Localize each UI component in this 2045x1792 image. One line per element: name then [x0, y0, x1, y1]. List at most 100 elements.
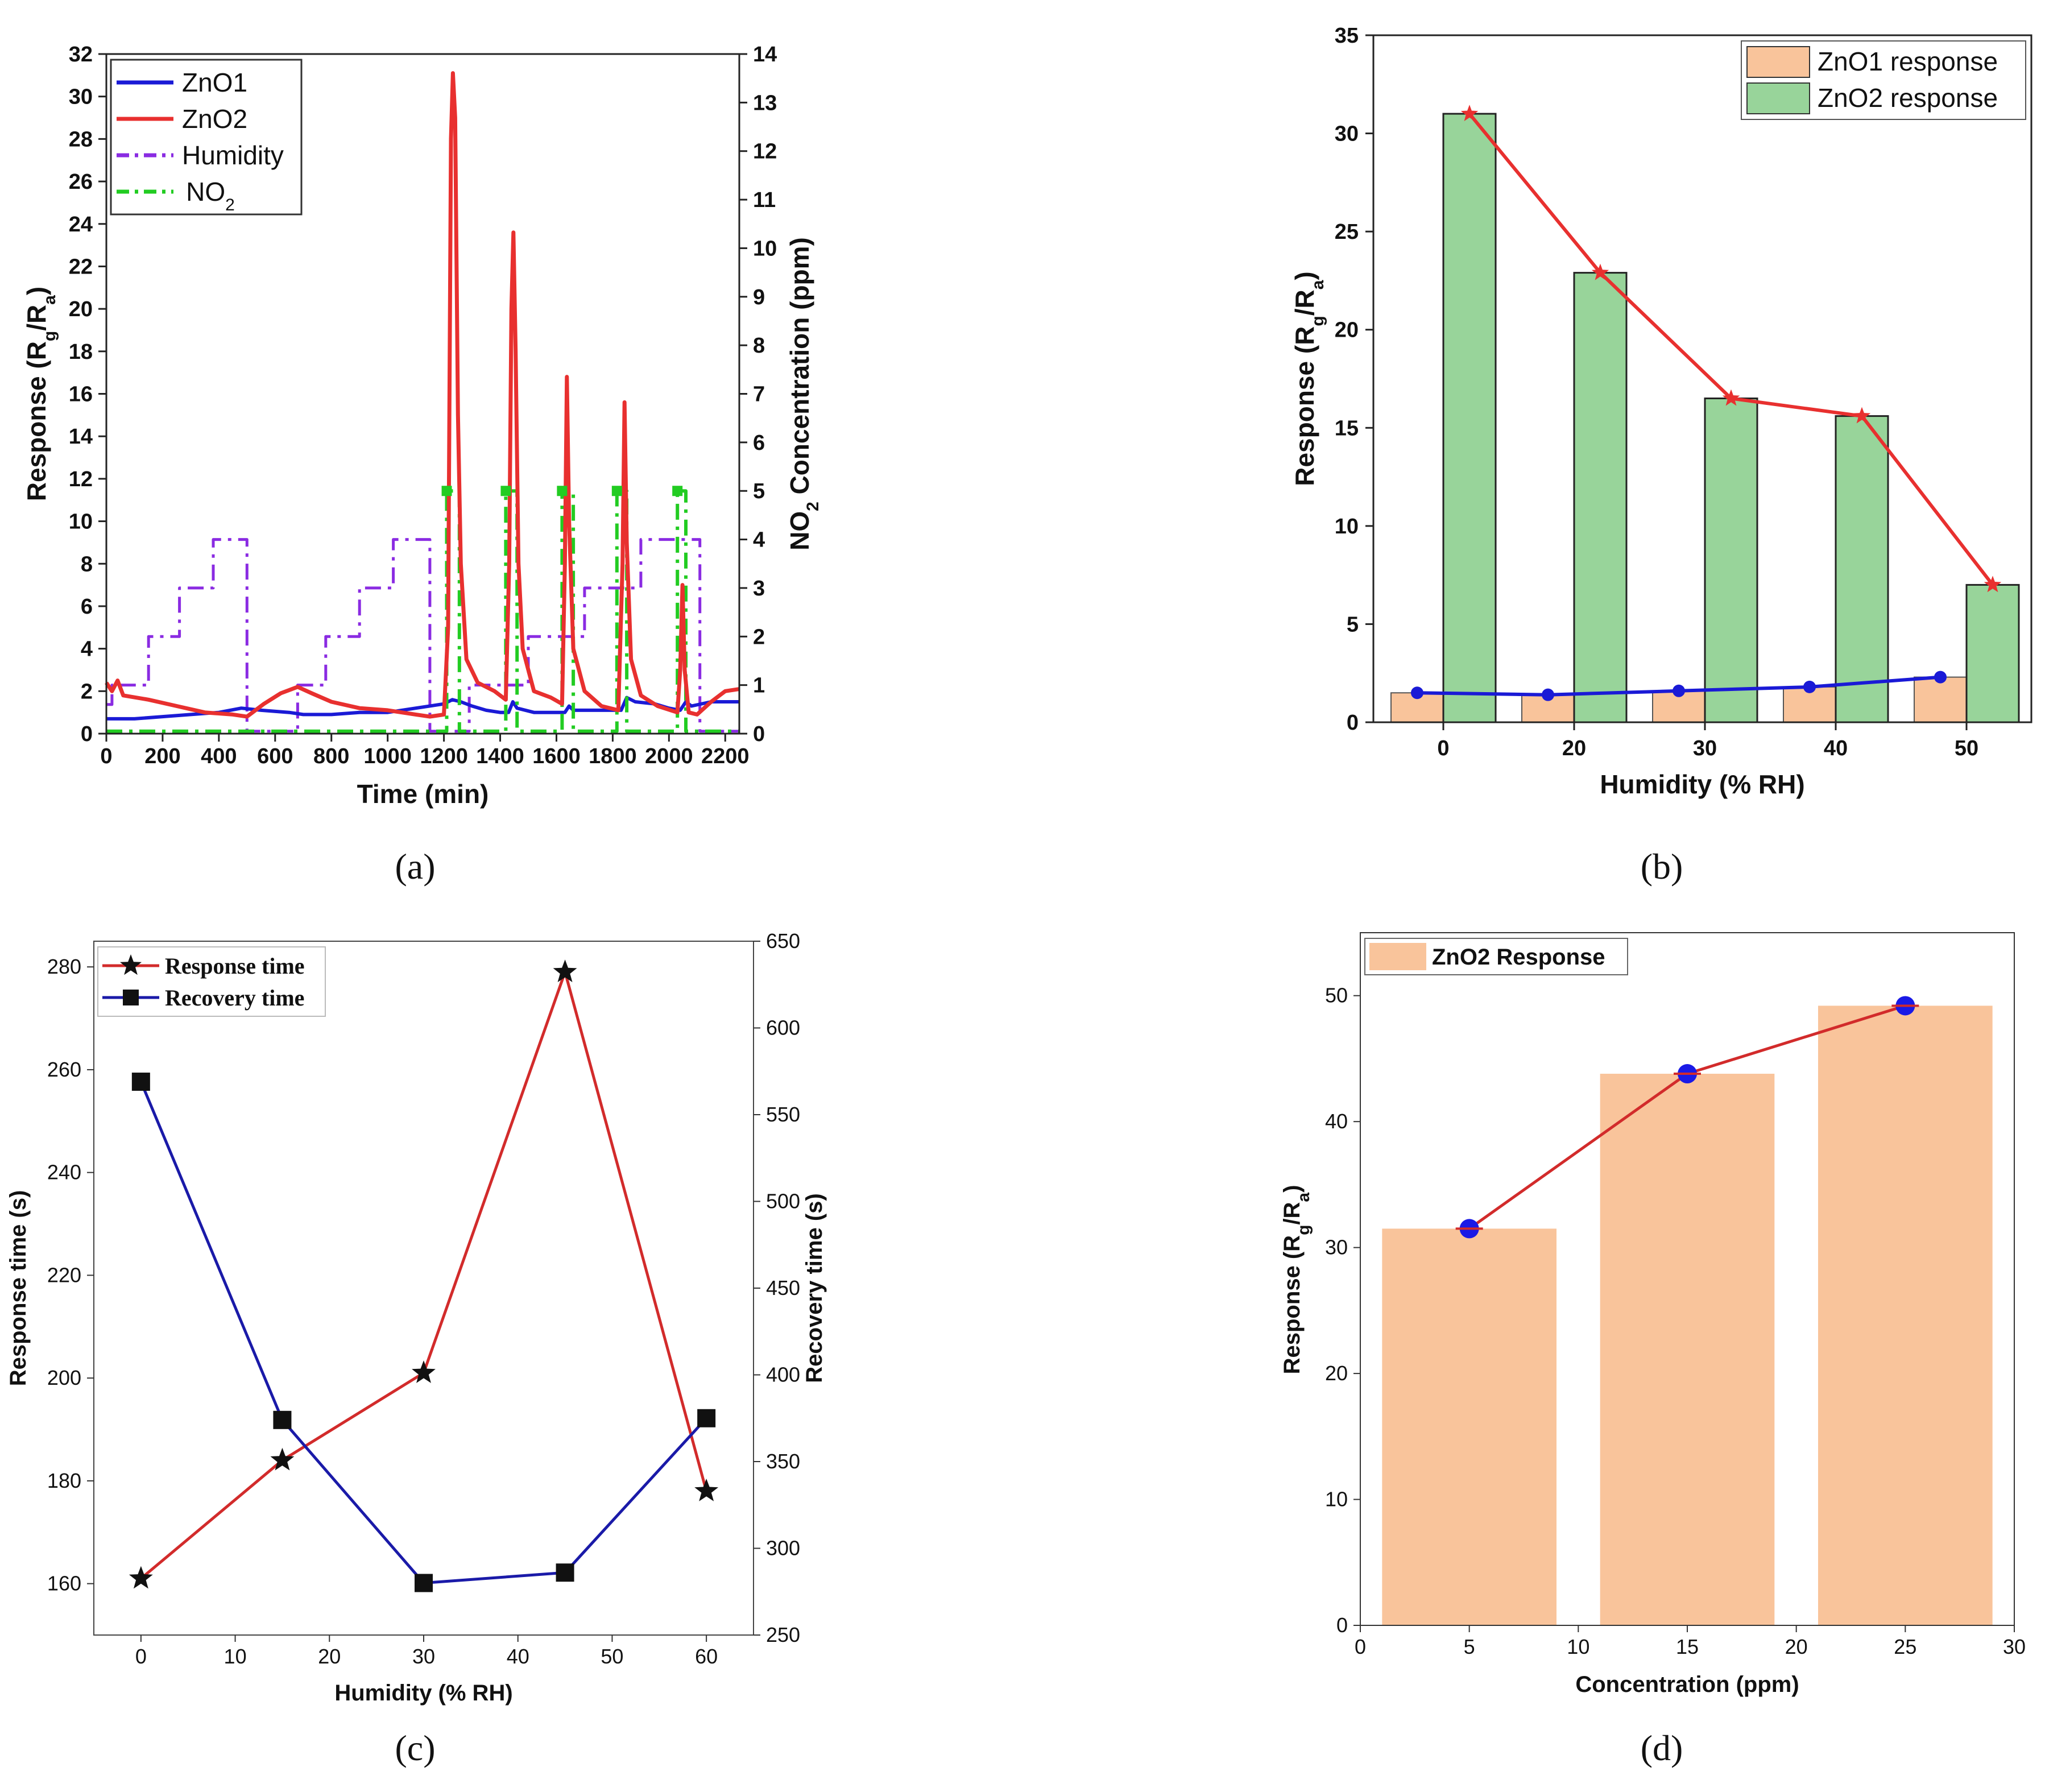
- y-tick-label: 24: [69, 213, 93, 237]
- y2-tick-label: 600: [766, 1016, 800, 1040]
- legend-swatch: [1369, 943, 1426, 970]
- y-tick-label: 16: [69, 383, 93, 407]
- y2-tick-label: 350: [766, 1450, 800, 1473]
- y-axis-label-part: /R: [1290, 289, 1319, 316]
- x-tick-label: 20: [1562, 736, 1586, 760]
- bar-zno2-response: [1382, 1228, 1556, 1625]
- x-tick-label: 1600: [532, 744, 581, 768]
- chart-a: 0 200 400 600 800 1000 1200 1400 1600 1800 2000 220…: [22, 43, 822, 809]
- legend-label: NO2: [186, 177, 235, 214]
- bar-zno2: [1965, 583, 2020, 723]
- y2-tick-label: 2: [753, 625, 765, 649]
- bar-zno2-response: [1600, 1074, 1775, 1625]
- y2-tick-label: 650: [766, 929, 800, 953]
- legend-label: Recovery time: [165, 985, 304, 1011]
- y-tick-label: 50: [1325, 984, 1348, 1007]
- y-axis-label-part: a: [1294, 1193, 1313, 1202]
- x-tick-label: 800: [313, 744, 349, 768]
- marker-recovery-time: [273, 1410, 292, 1429]
- y2-tick-label: 12: [753, 140, 777, 164]
- legend-swatch: [1746, 46, 1810, 78]
- legend-label: ZnO2: [182, 104, 247, 134]
- x-axis-label: Humidity (% RH): [1600, 769, 1804, 799]
- marker-zno1: [1803, 680, 1816, 693]
- marker-response-time: [412, 1360, 436, 1383]
- y-tick-label: 40: [1325, 1110, 1348, 1133]
- bar-zno2: [1442, 113, 1497, 723]
- y-tick-label: 32: [69, 43, 93, 67]
- y-tick-label: 30: [1335, 122, 1359, 146]
- bar-zno2: [1704, 398, 1758, 723]
- y2-axis-label-part: NO: [785, 511, 814, 551]
- marker-recovery-time: [697, 1409, 716, 1427]
- y-tick-label: 0: [81, 722, 93, 746]
- panel-label-a: (a): [395, 846, 435, 887]
- y2-tick-label: 550: [766, 1103, 800, 1126]
- x-tick-label: 15: [1676, 1635, 1699, 1658]
- y-axis-label-part: Response (R: [1280, 1235, 1305, 1375]
- y2-axis-label-part: 2: [804, 502, 822, 511]
- chart-c: 0 10 20 30 40 50 60 160 180 200 220 240 260 280 250 300…: [6, 929, 827, 1706]
- x-tick-label: 5: [1464, 1635, 1475, 1658]
- x-tick-label: 0: [135, 1645, 147, 1668]
- y-axis-label-part: /R: [22, 305, 51, 331]
- y2-tick-label: 10: [753, 237, 777, 260]
- x-tick-label: 0: [100, 744, 112, 768]
- x-axis-label: Time (min): [357, 779, 489, 809]
- y-axis-label: Response (Rg/Ra): [1280, 1185, 1313, 1375]
- marker-zno1: [1673, 684, 1685, 697]
- y-tick-label: 25: [1335, 220, 1359, 244]
- y2-tick-label: 4: [753, 528, 765, 552]
- y2-tick-label: 13: [753, 91, 777, 115]
- x-tick-label: 200: [144, 744, 180, 768]
- y-axis-label-part: g: [40, 331, 59, 341]
- y-axis-label-part: a: [1309, 280, 1327, 289]
- y-tick-label: 28: [69, 127, 93, 151]
- y-tick-label: 0: [1347, 711, 1359, 735]
- y-tick-label: 180: [47, 1469, 81, 1492]
- x-tick-label: 0: [1355, 1635, 1366, 1658]
- y-tick-label: 0: [1336, 1613, 1348, 1637]
- x-tick-label: 2200: [701, 744, 750, 768]
- y-tick-label: 10: [69, 510, 93, 534]
- x-tick-label: 0: [1437, 736, 1449, 760]
- y-tick-label: 18: [69, 340, 93, 364]
- y-tick-label: 6: [81, 595, 93, 619]
- y-axis-label: Response (Rg/Ra): [22, 287, 59, 502]
- y-tick-label: 30: [1325, 1236, 1348, 1259]
- x-tick-label: 40: [1824, 736, 1848, 760]
- y-tick-label: 12: [69, 467, 93, 491]
- y-tick-label: 160: [47, 1572, 81, 1595]
- marker-recovery-time: [556, 1563, 574, 1582]
- y-tick-label: 200: [47, 1366, 81, 1389]
- y-tick-label: 20: [1335, 318, 1359, 342]
- marker-zno1: [1542, 688, 1554, 701]
- y-tick-label: 220: [47, 1263, 81, 1286]
- x-tick-label: 10: [1567, 1635, 1589, 1658]
- x-tick-label: 1000: [363, 744, 412, 768]
- y-tick-label: 15: [1335, 416, 1359, 440]
- marker-zno2: [1722, 389, 1740, 406]
- y-axis-label-part: g: [1294, 1225, 1313, 1235]
- y2-tick-label: 7: [753, 383, 765, 407]
- x-tick-label: 2000: [645, 744, 693, 768]
- x-tick-label: 30: [1693, 736, 1717, 760]
- y-tick-label: 26: [69, 170, 93, 194]
- y-axis-label: Response (Rg/Ra): [1290, 271, 1327, 486]
- y-axis-label-part: a: [40, 295, 59, 305]
- no2-pulse-marker: [611, 486, 622, 496]
- x-tick-label: 400: [201, 744, 237, 768]
- marker-recovery-time: [415, 1574, 433, 1592]
- marker-zno1: [1411, 686, 1423, 700]
- x-axis-label: Humidity (% RH): [334, 1681, 512, 1706]
- y2-tick-label: 450: [766, 1276, 800, 1299]
- y2-tick-label: 300: [766, 1537, 800, 1560]
- x-tick-label: 25: [1894, 1635, 1916, 1658]
- x-tick-label: 30: [2003, 1635, 2026, 1658]
- x-tick-label: 20: [318, 1645, 341, 1668]
- y-axis-label: Response time (s): [6, 1190, 31, 1387]
- marker-zno1: [1934, 671, 1947, 684]
- series-zno2-line: [105, 71, 740, 719]
- marker-response-time: [694, 1479, 719, 1501]
